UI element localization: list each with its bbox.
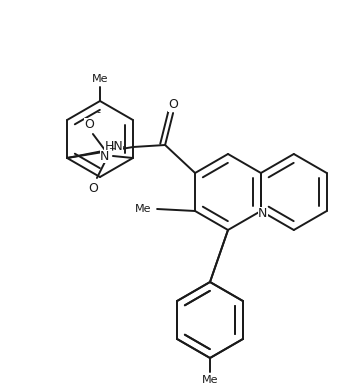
Text: O: O [84,118,94,130]
Text: HN: HN [104,140,123,154]
Text: Me: Me [92,74,108,84]
Text: O: O [168,99,178,111]
Text: Me: Me [135,204,151,214]
Text: Me: Me [202,375,218,385]
Text: N: N [100,149,110,163]
Text: -: - [97,107,101,117]
Text: +: + [108,144,116,152]
Text: O: O [88,182,98,195]
Text: N: N [258,207,268,219]
